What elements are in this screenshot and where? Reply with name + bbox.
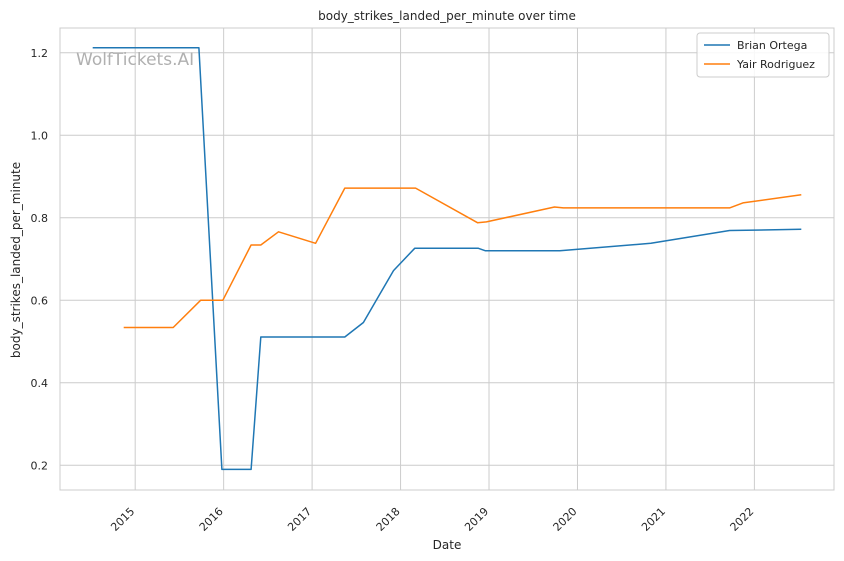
series-lines	[92, 47, 802, 471]
y-tick-label: 0.4	[31, 377, 49, 390]
y-tick-label: 0.2	[31, 459, 49, 472]
y-tick-label: 0.6	[31, 294, 49, 307]
series-line-brian-ortega	[92, 47, 802, 471]
x-axis-label: Date	[433, 538, 462, 552]
y-tick-label: 0.8	[31, 212, 49, 225]
legend-label-yair-rodriguez: Yair Rodriguez	[736, 58, 815, 71]
legend-label-brian-ortega: Brian Ortega	[737, 39, 807, 52]
series-line-yair-rodriguez	[123, 187, 802, 329]
legend: Brian Ortega Yair Rodriguez	[696, 32, 830, 78]
chart-title: body_strikes_landed_per_minute over time	[318, 9, 576, 23]
x-tick-label: 2016	[197, 505, 226, 534]
x-tick-label: 2019	[462, 505, 491, 534]
y-axis-label: body_strikes_landed_per_minute	[9, 162, 23, 358]
x-tick-label: 2021	[639, 505, 668, 534]
x-tick-label: 2020	[551, 505, 580, 534]
x-tick-label: 2017	[285, 505, 314, 534]
x-tick-label: 2018	[374, 505, 403, 534]
x-tick-label: 2022	[728, 505, 757, 534]
legend-box	[696, 32, 830, 78]
plot-area	[59, 27, 835, 491]
y-tick-label: 1.0	[31, 129, 49, 142]
y-tick-label: 1.2	[31, 47, 49, 60]
x-tick-label: 2015	[108, 505, 137, 534]
watermark: WolfTickets.AI	[76, 50, 194, 70]
